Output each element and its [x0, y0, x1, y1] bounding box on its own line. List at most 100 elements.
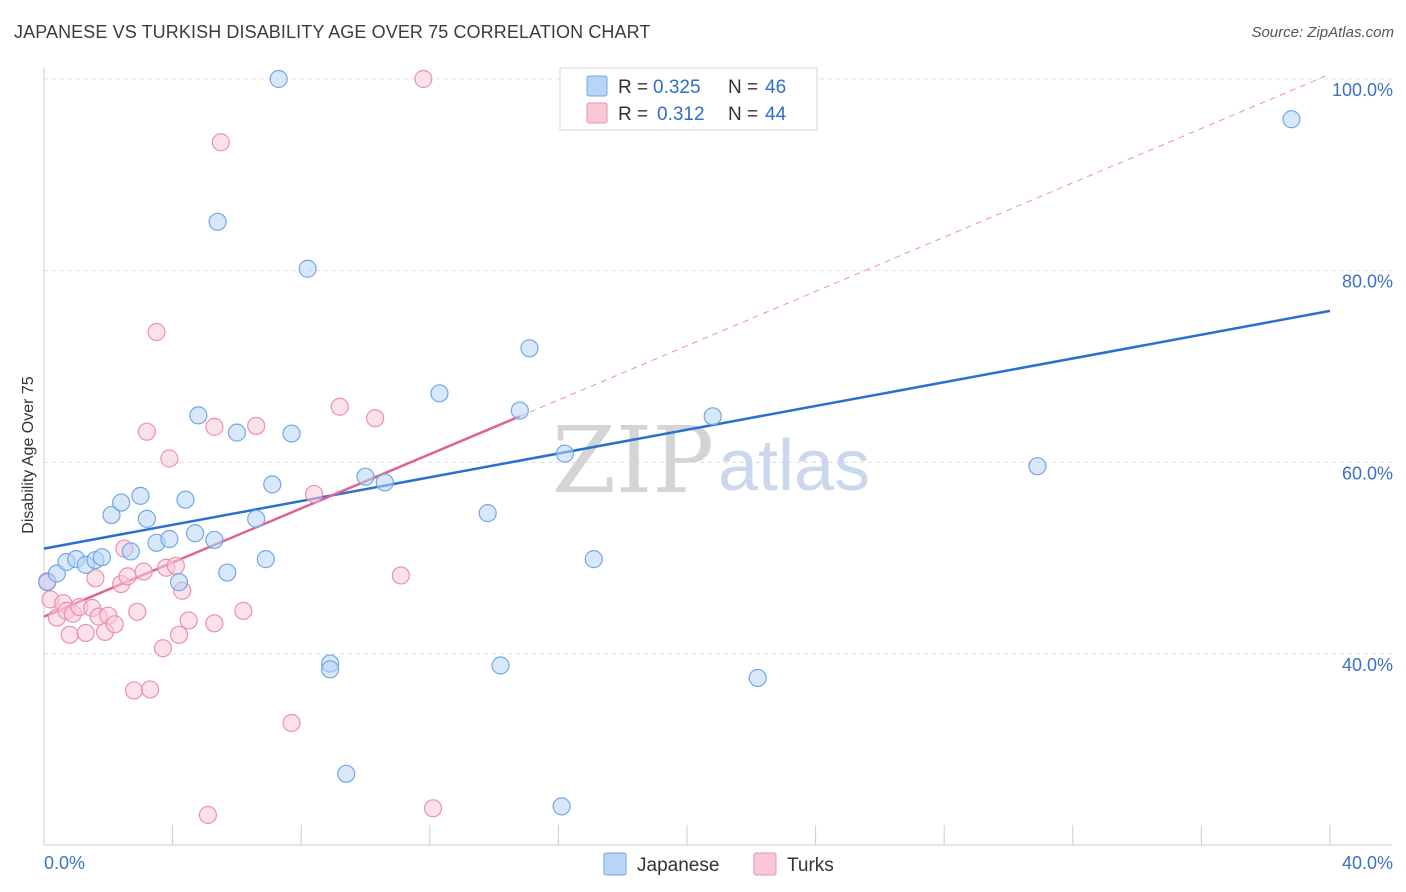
point-japanese-27: [298, 259, 317, 278]
point-japanese-9: [121, 542, 140, 561]
point-turks-32: [205, 614, 224, 633]
legend-n-value-japanese: 46: [765, 77, 786, 98]
legend-n-label-turks: N =: [728, 104, 758, 125]
point-turks-40: [391, 566, 410, 585]
legend-r-value-turks: 0.312: [657, 104, 705, 125]
y-tick-label-80: 80.0%: [1342, 272, 1393, 292]
watermark: ZIP atlas: [552, 407, 870, 514]
point-turks-30: [179, 611, 198, 630]
y-tick-label-60: 60.0%: [1342, 463, 1393, 483]
point-turks-28: [169, 625, 189, 644]
point-japanese-39: [555, 444, 574, 463]
point-japanese-21: [227, 423, 246, 442]
point-turks-23: [147, 322, 166, 342]
point-japanese-6: [92, 548, 111, 567]
stats-legend: R = 0.325 N = 46 R = 0.312 N = 44: [559, 67, 818, 131]
point-turks-26: [160, 449, 179, 468]
x-tick-label-min: 0.0%: [44, 853, 85, 873]
legend-n-value-turks: 44: [765, 104, 787, 125]
series-legend-label-turks: Turks: [787, 855, 834, 876]
point-japanese-33: [430, 384, 449, 403]
point-japanese-37: [520, 339, 539, 358]
point-turks-36: [282, 713, 301, 733]
chart-title: JAPANESE VS TURKISH DISABILITY AGE OVER …: [14, 22, 651, 42]
x-tick-label-max: 40.0%: [1342, 853, 1393, 873]
point-japanese-15: [176, 490, 195, 509]
watermark-atlas: atlas: [718, 426, 870, 506]
point-japanese-20: [218, 563, 237, 582]
point-japanese-16: [186, 524, 205, 543]
series-legend: Japanese Turks: [603, 852, 834, 876]
point-japanese-38: [552, 797, 571, 816]
series-legend-swatch-japanese: [603, 852, 627, 876]
point-turks-10: [86, 569, 105, 588]
trend-line-japanese: [43, 309, 1331, 550]
point-turks-41: [414, 69, 433, 89]
point-turks-14: [105, 615, 124, 634]
y-tick-label-40: 40.0%: [1342, 655, 1393, 675]
legend-swatch-turks: [586, 102, 608, 124]
point-japanese-36: [510, 401, 529, 420]
point-japanese-19: [208, 212, 227, 231]
point-turks-31: [205, 417, 224, 436]
legend-swatch-japanese: [586, 75, 608, 97]
legend-r-label-japanese: R =: [618, 77, 648, 98]
point-japanese-17: [189, 406, 208, 425]
point-japanese-26: [282, 424, 301, 443]
point-japanese-42: [748, 668, 767, 688]
point-japanese-31: [356, 467, 375, 486]
point-japanese-25: [269, 69, 288, 89]
point-turks-8: [76, 623, 95, 643]
watermark-zip: ZIP: [552, 407, 714, 514]
point-japanese-41: [703, 407, 722, 426]
point-turks-34: [234, 601, 253, 620]
point-japanese-29: [321, 660, 340, 679]
point-turks-18: [124, 681, 144, 700]
axes: [43, 68, 1392, 846]
point-turks-17: [118, 567, 137, 586]
point-turks-43: [198, 805, 218, 825]
point-turks-21: [137, 422, 156, 441]
point-japanese-40: [584, 550, 603, 569]
point-japanese-18: [205, 530, 224, 550]
source-credit: Source: ZipAtlas.com: [1251, 24, 1394, 41]
point-turks-19: [128, 602, 147, 621]
point-turks-42: [423, 799, 443, 818]
y-tick-labels: 40.0% 60.0% 80.0% 100.0%: [1332, 80, 1393, 675]
point-japanese-7: [102, 505, 121, 525]
data-points: [38, 69, 1301, 825]
point-japanese-8: [112, 493, 131, 512]
point-turks-37: [304, 484, 324, 504]
point-japanese-32: [375, 473, 394, 492]
point-turks-33: [211, 133, 230, 152]
legend-n-label-japanese: N =: [728, 77, 758, 98]
legend-r-value-japanese: 0.325: [653, 77, 701, 98]
point-japanese-45: [1282, 110, 1301, 129]
point-japanese-23: [256, 550, 275, 569]
point-japanese-24: [263, 475, 282, 494]
trend-line-turks-extension: [519, 73, 1331, 417]
point-japanese-44: [1028, 457, 1047, 476]
gridlines: [44, 78, 1392, 655]
point-turks-5: [60, 625, 79, 644]
y-tick-label-100: 100.0%: [1332, 80, 1393, 100]
point-japanese-10: [131, 486, 150, 505]
point-turks-38: [330, 397, 349, 416]
point-turks-22: [140, 680, 160, 699]
series-legend-swatch-turks: [753, 852, 777, 876]
point-japanese-22: [247, 509, 266, 528]
y-axis-title: Disability Age Over 75: [20, 376, 37, 534]
point-turks-39: [366, 409, 385, 428]
point-turks-20: [134, 562, 153, 581]
trend-lines: [43, 73, 1331, 618]
point-turks-35: [247, 416, 266, 436]
point-japanese-13: [160, 529, 179, 549]
point-japanese-30: [337, 764, 356, 783]
point-japanese-34: [478, 504, 497, 523]
point-turks-27: [166, 556, 185, 575]
series-legend-label-japanese: Japanese: [637, 855, 719, 876]
point-turks-24: [153, 639, 173, 658]
point-japanese-35: [491, 656, 510, 675]
legend-r-label-turks: R =: [618, 104, 648, 125]
